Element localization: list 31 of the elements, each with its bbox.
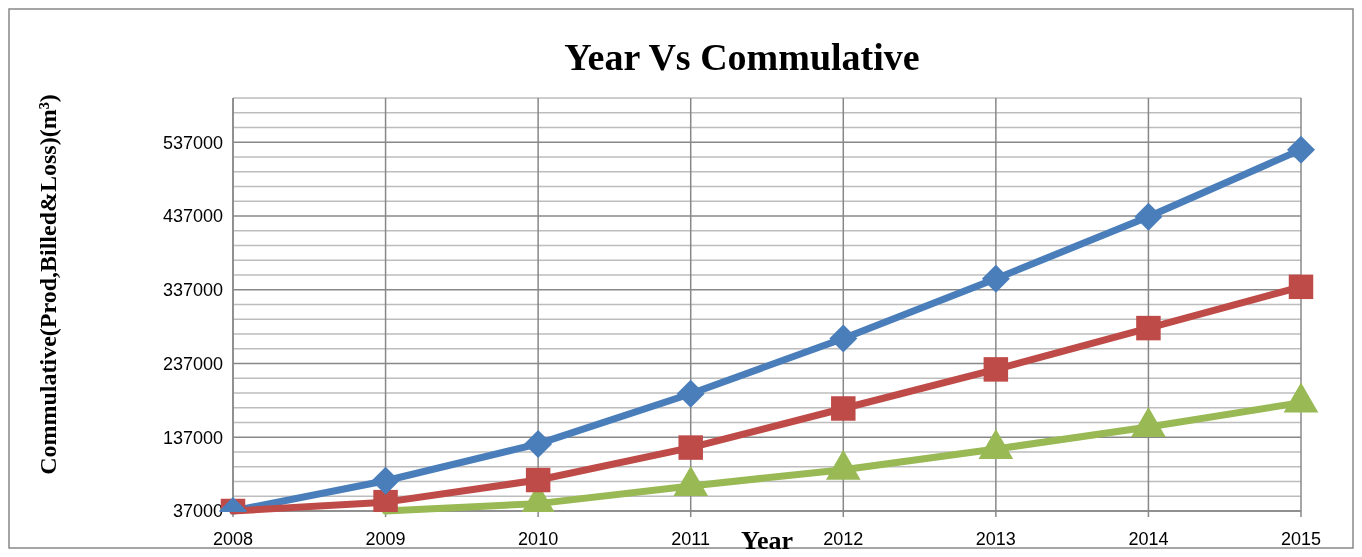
point	[1136, 315, 1161, 341]
point	[1288, 274, 1314, 300]
point	[678, 435, 703, 460]
point	[373, 489, 398, 512]
x-tick-label: 2015	[1280, 529, 1322, 549]
point	[1287, 135, 1315, 164]
y-tick-label: 437000	[162, 206, 223, 227]
point	[524, 429, 553, 458]
x-tick-label: 2009	[365, 529, 406, 549]
x-tick-label: 2011	[671, 529, 711, 549]
point	[1134, 202, 1163, 231]
x-axis-title: Year	[741, 526, 793, 555]
point	[525, 467, 551, 493]
x-tick-label: 2014	[1128, 529, 1169, 549]
point	[981, 264, 1010, 293]
point	[676, 379, 705, 408]
y-tick-label: 337000	[162, 280, 223, 301]
x-tick-label: 2010	[518, 529, 559, 549]
point	[371, 466, 400, 495]
chart-title: Year Vs Commulative	[564, 36, 920, 78]
x-tick-label: 2012	[823, 529, 864, 549]
x-tick-label: 2013	[975, 529, 1016, 549]
y-tick-label: 537000	[162, 132, 223, 153]
point	[983, 357, 1009, 382]
y-axis-title: Commulative(Prod,Billed&Loss)(m³)	[35, 94, 61, 475]
point	[829, 324, 858, 353]
y-tick-label: 37000	[172, 501, 223, 522]
y-tick-label: 137000	[162, 427, 223, 448]
y-tick-label: 237000	[162, 353, 223, 374]
x-tick-label: 2008	[212, 529, 254, 549]
point	[831, 396, 856, 421]
